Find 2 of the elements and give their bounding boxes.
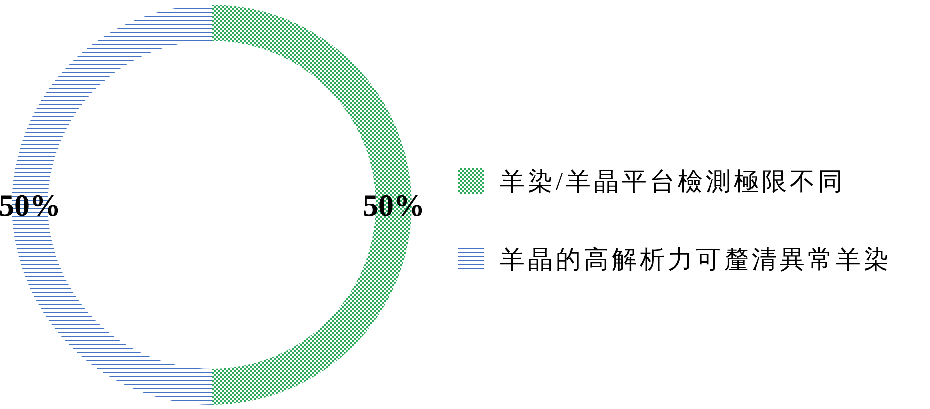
legend-label: 羊染/羊晶平台檢測極限不同 (500, 168, 846, 196)
legend-label: 羊晶的高解析力可釐清異常羊染 (500, 246, 892, 274)
